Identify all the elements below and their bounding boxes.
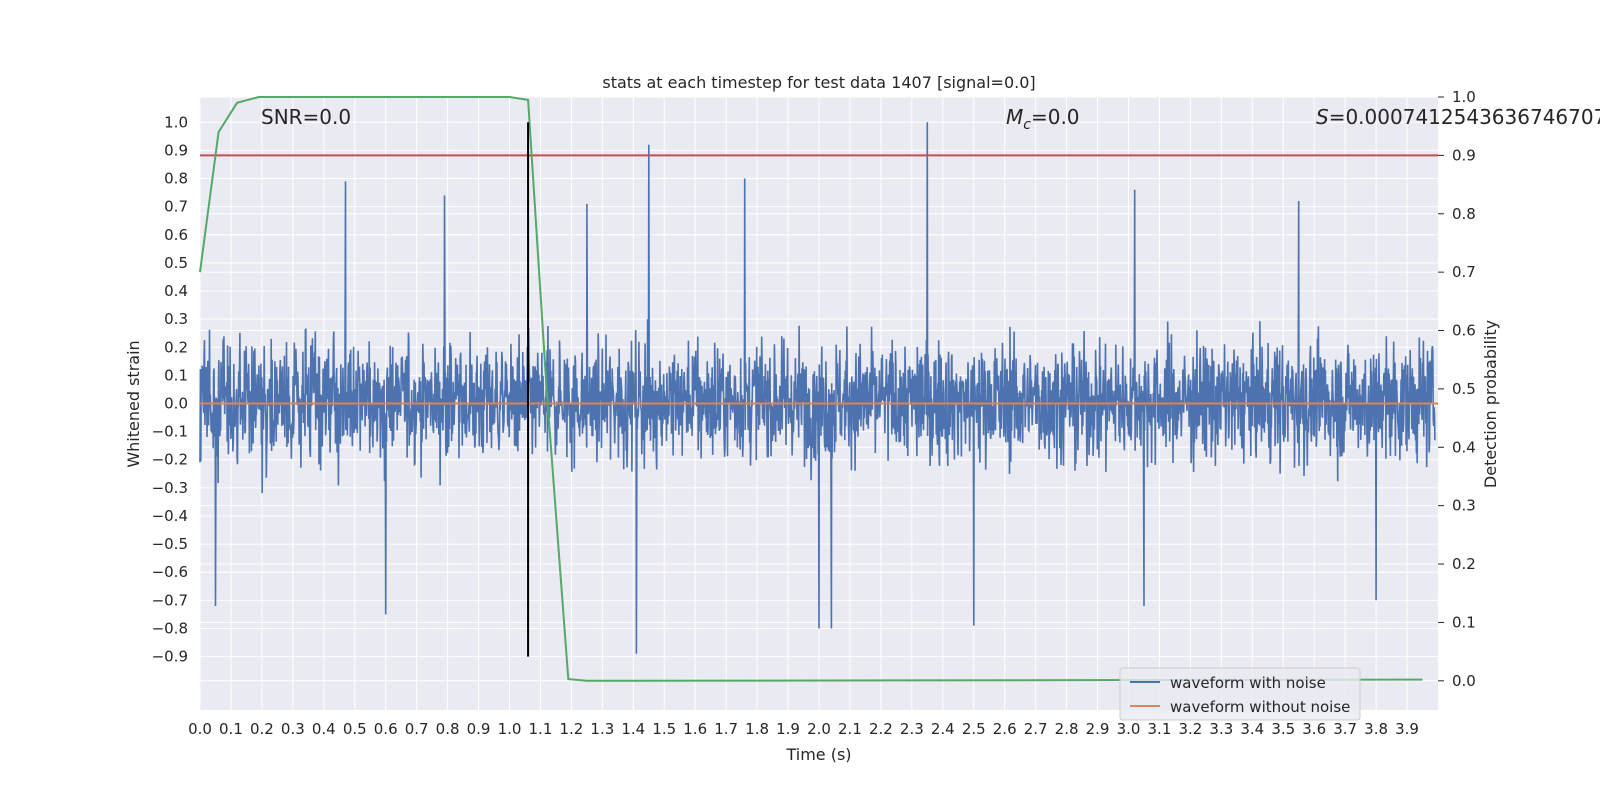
y2-tick-label: 0.3 xyxy=(1452,497,1476,515)
x-tick-label: 1.2 xyxy=(559,720,583,738)
x-tick-label: 2.0 xyxy=(807,720,831,738)
x-tick-label: 2.6 xyxy=(993,720,1017,738)
y2-axis-label: Detection probability xyxy=(1481,320,1500,488)
x-tick-label: 1.7 xyxy=(714,720,738,738)
y-tick-label: −0.5 xyxy=(152,535,188,553)
y2-tick-label: 0.2 xyxy=(1452,555,1476,573)
x-tick-label: 2.2 xyxy=(869,720,893,738)
y-axis-label: Whitened strain xyxy=(124,340,143,467)
y-tick-label: 0.0 xyxy=(164,395,188,413)
x-tick-label: 2.1 xyxy=(838,720,862,738)
noise-waveform-series xyxy=(199,122,1436,654)
legend-label-noise: waveform with noise xyxy=(1170,674,1326,692)
y2-tick-label: 0.0 xyxy=(1452,672,1476,690)
x-tick-label: 1.1 xyxy=(529,720,553,738)
x-tick-label: 0.3 xyxy=(281,720,305,738)
x-tick-label: 2.5 xyxy=(962,720,986,738)
x-tick-label: 3.8 xyxy=(1364,720,1388,738)
y2-tick-label: 0.8 xyxy=(1452,205,1476,223)
x-tick-label: 2.3 xyxy=(900,720,924,738)
y-tick-label: 0.5 xyxy=(164,254,188,272)
x-tick-label: 3.7 xyxy=(1333,720,1357,738)
y-tick-label: 0.1 xyxy=(164,366,188,384)
x-tick-label: 3.1 xyxy=(1148,720,1172,738)
y-tick-label: 0.2 xyxy=(164,338,188,356)
y-tick-label: −0.7 xyxy=(152,591,188,609)
x-tick-label: 0.4 xyxy=(312,720,336,738)
chart-title: stats at each timestep for test data 140… xyxy=(602,73,1035,92)
y2-tick-label: 0.5 xyxy=(1452,380,1476,398)
y-tick-label: −0.2 xyxy=(152,451,188,469)
x-axis-label: Time (s) xyxy=(785,745,851,764)
s-annotation: S=0.0007412543636746707 xyxy=(1316,105,1600,129)
x-tick-label: 0.1 xyxy=(219,720,243,738)
x-tick-label: 1.0 xyxy=(498,720,522,738)
x-tick-label: 2.9 xyxy=(1086,720,1110,738)
y-tick-label: −0.1 xyxy=(152,423,188,441)
y2-tick-label: 0.9 xyxy=(1452,146,1476,164)
y-tick-label: 0.4 xyxy=(164,282,188,300)
x-tick-label: 2.8 xyxy=(1055,720,1079,738)
y-tick-label: −0.3 xyxy=(152,479,188,497)
snr-annotation: SNR=0.0 xyxy=(261,105,351,129)
x-tick-label: 0.2 xyxy=(250,720,274,738)
legend: waveform with noise waveform without noi… xyxy=(1119,667,1361,721)
x-tick-label: 1.4 xyxy=(621,720,645,738)
y-tick-label: −0.4 xyxy=(152,507,188,525)
y2-axis-ticks: 1.0 0.9 0.8 0.7 0.6 0.5 0.4 0.3 0.2 0.1 0.0 xyxy=(1438,88,1476,690)
x-tick-label: 1.3 xyxy=(590,720,614,738)
x-tick-label: 3.2 xyxy=(1178,720,1202,738)
y-tick-label: −0.9 xyxy=(152,648,188,666)
y-tick-label: 0.3 xyxy=(164,310,188,328)
y-tick-label: 0.7 xyxy=(164,198,188,216)
x-tick-label: 3.0 xyxy=(1117,720,1141,738)
y-tick-label: 1.0 xyxy=(164,113,188,131)
y-tick-label: −0.6 xyxy=(152,563,188,581)
x-tick-label: 0.8 xyxy=(436,720,460,738)
chirp-mass-annotation: Mc=0.0 xyxy=(1006,105,1080,133)
y2-tick-label: 0.1 xyxy=(1452,613,1476,631)
detection-probability-line xyxy=(199,96,1423,682)
y-axis-ticks: 1.0 0.9 0.8 0.7 0.6 0.5 0.4 0.3 0.2 0.1 0.0 −0.1 −0.… xyxy=(152,113,188,665)
x-tick-label: 0.0 xyxy=(188,720,212,738)
x-tick-label: 1.6 xyxy=(683,720,707,738)
noise-waveform-line xyxy=(199,122,1436,654)
x-tick-label: 0.6 xyxy=(374,720,398,738)
y2-tick-label: 0.4 xyxy=(1452,438,1476,456)
y2-tick-label: 1.0 xyxy=(1452,88,1476,106)
x-tick-label: 0.5 xyxy=(343,720,367,738)
x-tick-label: 3.9 xyxy=(1395,720,1419,738)
y-tick-label: 0.6 xyxy=(164,226,188,244)
x-tick-label: 2.7 xyxy=(1024,720,1048,738)
x-tick-label: 2.4 xyxy=(931,720,955,738)
x-tick-label: 3.3 xyxy=(1209,720,1233,738)
y2-tick-label: 0.7 xyxy=(1452,263,1476,281)
x-tick-label: 1.8 xyxy=(745,720,769,738)
x-tick-label: 0.7 xyxy=(405,720,429,738)
x-tick-label: 0.9 xyxy=(467,720,491,738)
y-tick-label: −0.8 xyxy=(152,619,188,637)
overlay-lines xyxy=(199,96,1438,682)
x-tick-label: 1.9 xyxy=(776,720,800,738)
legend-label-clean: waveform without noise xyxy=(1170,698,1350,716)
y-tick-label: 0.8 xyxy=(164,170,188,188)
y2-tick-label: 0.6 xyxy=(1452,322,1476,340)
x-tick-label: 3.5 xyxy=(1271,720,1295,738)
legend-box xyxy=(1119,667,1361,721)
x-tick-label: 3.6 xyxy=(1302,720,1326,738)
x-axis-ticks: 0.0 0.1 0.2 0.3 0.4 0.5 0.6 0.7 0.8 0.9 1.0 1.1 1.2 1… xyxy=(188,720,1419,738)
x-tick-label: 1.5 xyxy=(652,720,676,738)
y-tick-label: 0.9 xyxy=(164,141,188,159)
x-tick-label: 3.4 xyxy=(1240,720,1264,738)
